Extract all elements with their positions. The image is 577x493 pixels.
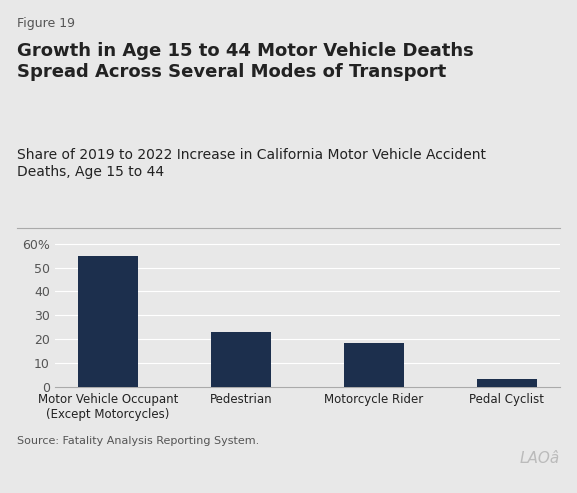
Bar — [344, 343, 404, 387]
Text: Growth in Age 15 to 44 Motor Vehicle Deaths
Spread Across Several Modes of Trans: Growth in Age 15 to 44 Motor Vehicle Dea… — [17, 42, 474, 81]
Text: Figure 19: Figure 19 — [17, 17, 76, 30]
Text: Share of 2019 to 2022 Increase in California Motor Vehicle Accident
Deaths, Age : Share of 2019 to 2022 Increase in Califo… — [17, 148, 486, 179]
Text: Source: Fatality Analysis Reporting System.: Source: Fatality Analysis Reporting Syst… — [17, 436, 260, 446]
Text: LAOâ: LAOâ — [519, 451, 560, 466]
Bar — [78, 255, 138, 387]
Bar — [477, 379, 537, 387]
Bar — [211, 332, 271, 387]
